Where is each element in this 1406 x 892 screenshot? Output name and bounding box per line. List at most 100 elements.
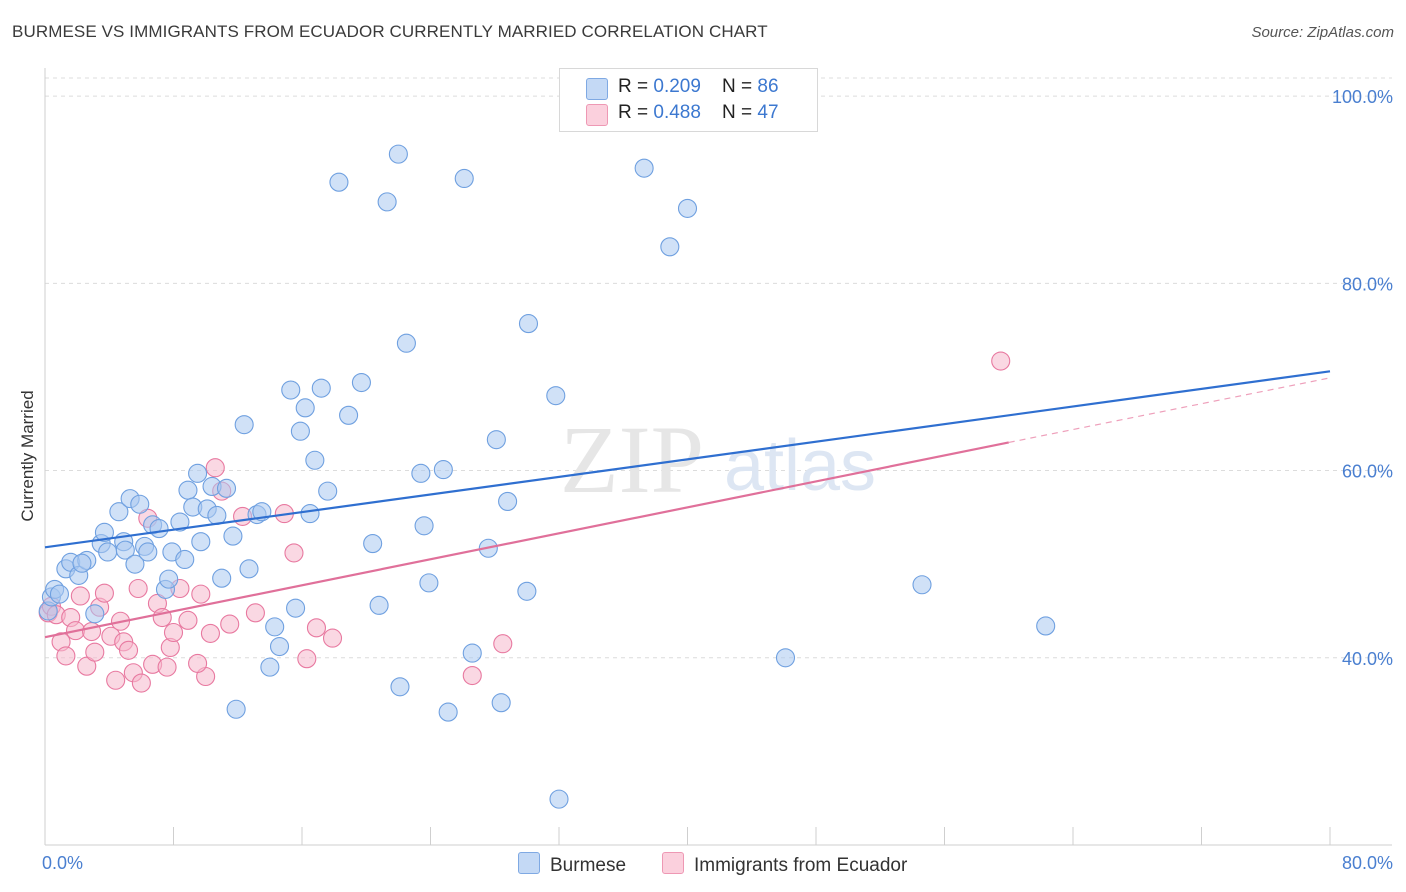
burmese-point [305,450,325,470]
legend-swatch-burmese [586,78,608,100]
legend-n-label: N = [722,102,758,123]
burmese-point [549,789,569,809]
ecuador-point [991,351,1011,371]
burmese-point [339,405,359,425]
burmese-point [159,569,179,589]
ecuador-point [82,622,102,642]
burmese-point [281,380,301,400]
burmese-point [138,542,158,562]
burmese-point [216,478,237,498]
bottom-legend-swatch-burmese [518,852,540,874]
ecuador-point [128,578,148,599]
burmese-point [115,540,135,560]
burmese-point [486,430,506,450]
legend-r-value: 0.488 [653,102,701,123]
ecuador-point [306,618,327,638]
burmese-point [414,516,434,536]
ecuador-point [94,583,114,603]
y-tick-label: 40.0% [1342,649,1393,669]
ecuador-point [163,622,184,643]
watermark: ZIP atlas [560,406,876,513]
ecuador-point [322,628,343,648]
bottom-legend-swatch-ecuador [662,852,684,874]
ecuador-point [205,458,225,478]
burmese-point [390,677,410,697]
ecuador-point [56,646,76,666]
y-tick-label: 100.0% [1332,87,1393,107]
x-tick-label: 0.0% [42,853,83,873]
burmese-point [363,534,383,554]
y-tick-label: 60.0% [1342,462,1393,482]
legend-text-burmese: R = 0.209 N = 86 [618,76,779,98]
burmese-point [775,648,796,668]
trend-lines [44,370,1331,639]
burmese-point [178,480,198,500]
burmese-point [369,595,389,615]
burmese-point [546,386,566,406]
ecuador-point [178,610,198,630]
burmese-point [226,699,246,719]
burmese-point [130,494,150,514]
burmese-point [98,542,118,562]
series-burmese-points [38,144,1056,809]
burmese-point [491,693,511,713]
legend-r-label: R = [618,76,654,97]
legend: R = 0.209 N = 86 R = 0.488 N = 47 [559,68,818,132]
ecuador-point [85,642,105,662]
burmese-point [677,198,698,218]
burmese-point [433,460,453,480]
burmese-point [517,581,537,601]
legend-n-value: 47 [757,102,779,123]
burmese-point [175,549,195,570]
legend-n-label: N = [722,76,758,97]
legend-swatch-ecuador [586,104,608,126]
burmese-point [260,657,280,677]
axes [44,68,1392,846]
legend-text-ecuador: R = 0.488 N = 47 [618,102,779,124]
burmese-point [388,144,408,164]
burmese-point [518,314,539,334]
burmese-point [290,421,310,441]
burmese-point [411,463,431,483]
burmese-point [49,584,70,604]
burmese-point [239,559,259,579]
legend-r-value: 0.209 [653,76,701,97]
legend-n-value: 86 [757,76,779,97]
burmese-point [265,617,285,637]
burmese-point [660,237,680,257]
burmese-point [1036,616,1056,636]
burmese-point [286,598,306,618]
burmese-point [269,636,290,657]
ecuador-point [284,543,304,563]
burmese-point [498,491,518,511]
ecuador-point [493,634,513,654]
ecuador-point [191,584,211,604]
burmese-point [438,702,458,722]
ecuador-trend-extension [1008,377,1331,444]
burmese-point [329,172,349,192]
burmese-point [170,512,190,532]
ecuador-point [462,666,482,686]
burmese-point [223,526,243,546]
burmese-point [212,568,232,588]
burmese-point [188,463,208,483]
burmese-point [454,168,474,189]
burmese-point [94,522,114,542]
bottom-legend-ecuador: Immigrants from Ecuador [662,852,907,877]
burmese-point [318,481,338,501]
burmese-point [72,553,92,573]
burmese-point [207,505,227,526]
burmese-point [462,643,482,663]
bottom-legend-label-ecuador: Immigrants from Ecuador [694,855,908,876]
ecuador-point [297,649,317,669]
ecuador-point [220,614,240,634]
burmese-point [634,158,654,178]
ecuador-point [157,657,177,677]
source-label: Source: ZipAtlas.com [1251,24,1394,41]
bottom-legend-burmese: Burmese [518,852,626,877]
burmese-point [377,192,397,212]
burmese-point [125,554,145,574]
ecuador-point [131,673,151,693]
chart-title: BURMESE VS IMMIGRANTS FROM ECUADOR CURRE… [12,22,768,41]
